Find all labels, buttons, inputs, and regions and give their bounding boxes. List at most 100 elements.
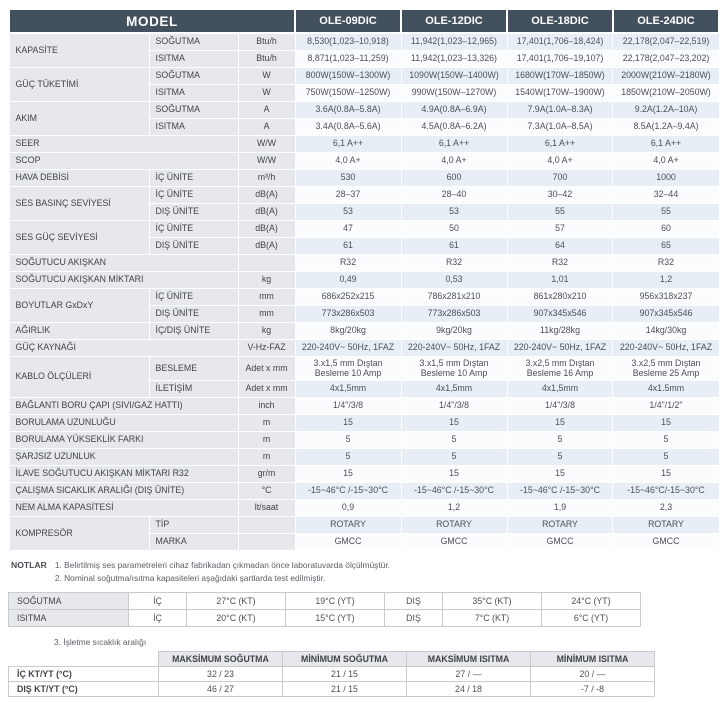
spec-value: 15 (506, 413, 614, 432)
condition-mode-label: ISITMA (8, 608, 129, 627)
condition-outdoor-dry-bulb: 7°C (KT) (442, 608, 542, 627)
spec-value: 1,2 (612, 270, 720, 289)
spec-subcategory-label: İÇ ÜNİTE (148, 185, 239, 204)
spec-value: 28–37 (294, 185, 402, 204)
notes-title: NOTLAR (11, 559, 47, 570)
spec-unit: A (237, 100, 296, 119)
spec-value: 1090W(150W–1400W) (400, 66, 508, 85)
condition-indoor-wet-bulb: 15°C (YT) (285, 608, 385, 627)
spec-value: 6,1 A++ (506, 134, 614, 153)
spec-header-row: MODEL OLE-09DIC OLE-12DIC OLE-18DIC OLE-24D… (7, 8, 721, 34)
note-item-1: 1. Belirtilmiş ses parametreleri cihaz f… (54, 559, 390, 570)
cond-table-body: SOĞUTMA İÇ 27°C (KT) 19°C (YT) DIŞ 35°C (KT) 2… (8, 591, 641, 627)
spec-value: -15~46°C /-15~30°C (400, 481, 508, 500)
spec-value: 15 (612, 413, 720, 432)
spec-category-label: SES GÜÇ SEVİYESİ (8, 219, 150, 255)
spec-value: GMCC (612, 532, 720, 551)
spec-row: KOMPRESÖR TİP ROTARY ROTARY ROTARY ROTARY (8, 515, 720, 551)
spec-value: 55 (612, 202, 720, 221)
spec-value: GMCC (400, 532, 508, 551)
spec-row: GÜÇ TÜKETİMİ SOĞUTMA W 800W(150W–1300W) 1090… (8, 66, 720, 102)
spec-subcategory-label: SOĞUTMA (148, 32, 239, 51)
notes-items: 1. Belirtilmiş ses parametreleri cihaz f… (55, 560, 390, 583)
spec-row: BORULAMA YÜKSEKLİK FARKI m 5 5 5 5 (8, 430, 720, 449)
spec-row: ISITMA W 750W(150W–1250W) 990W(150W–1270W) 1… (9, 83, 720, 102)
spec-value: 15 (612, 464, 720, 483)
condition-indoor-label: İÇ (128, 608, 187, 627)
operating-range-value: 24 / 18 (406, 680, 531, 697)
spec-value: 0,49 (294, 270, 402, 289)
spec-value: 14kg/30kg (612, 321, 720, 340)
spec-category-label: ŞARJSIZ UZUNLUK (8, 447, 239, 466)
spec-category-label: KOMPRESÖR (8, 515, 150, 551)
spec-value: 8,871(1,023–11,259) (294, 49, 402, 68)
spec-value: GMCC (294, 532, 402, 551)
spec-category-label: SEER (8, 134, 239, 153)
spec-row: SOĞUTUCU AKIŞKAN R32 R32 R32 R32 (8, 253, 720, 272)
spec-subcategory-label: ISITMA (148, 49, 239, 68)
spec-unit: mm (237, 287, 296, 306)
op-corner-blank-cell (9, 651, 159, 666)
spec-value: ROTARY (506, 515, 614, 534)
spec-unit: W (237, 66, 296, 85)
spec-unit: W/W (237, 151, 296, 170)
spec-unit: gr/m (237, 464, 296, 483)
spec-value: 530 (294, 168, 402, 187)
condition-outdoor-label: DIŞ (384, 608, 443, 627)
spec-value: ROTARY (294, 515, 402, 534)
spec-value: 4,0 A+ (294, 151, 402, 170)
spec-value: 9kg/20kg (400, 321, 508, 340)
spec-value: 22,178(2,047–23,202) (612, 49, 720, 68)
spec-value: 11kg/28kg (506, 321, 614, 340)
spec-subcategory-label: DIŞ ÜNİTE (148, 202, 239, 221)
spec-row: SEER W/W 6,1 A++ 6,1 A++ 6,1 A++ 6,1 A++ (8, 134, 720, 153)
spec-value: 22,178(2,047–22,519) (612, 32, 720, 51)
spec-value: 220-240V~ 50Hz, 1FAZ (400, 338, 508, 357)
spec-category-label: BORULAMA YÜKSEKLİK FARKI (8, 430, 239, 449)
spec-value: 3.x1,5 mm Dıştan Besleme 10 Amp (294, 355, 402, 381)
spec-unit: W (237, 83, 296, 102)
spec-value: 220-240V~ 50Hz, 1FAZ (294, 338, 402, 357)
operating-range-value: 21 / 15 (282, 680, 407, 697)
spec-unit: °C (237, 481, 296, 500)
condition-indoor-label: İÇ (128, 591, 187, 610)
spec-unit: inch (237, 396, 296, 415)
spec-value: 600 (400, 168, 508, 187)
spec-subcategory-label: DIŞ ÜNİTE (148, 304, 239, 323)
spec-row: BAĞLANTI BORU ÇAPI (SIVI/GAZ HATTI) inch 1… (8, 396, 720, 415)
spec-unit: dB(A) (237, 185, 296, 204)
op-table-body: İÇ KT/YT (°C) 32 / 23 21 / 15 27 / —20 / — D… (8, 665, 655, 697)
spec-value: R32 (400, 253, 508, 272)
spec-subcategory-label: SOĞUTMA (148, 66, 239, 85)
spec-value: GMCC (506, 532, 614, 551)
spec-row: AKIM SOĞUTMA A 3.6A(0.8A–5.8A) 4.9A(0.8A–6.9… (8, 100, 720, 136)
spec-row: AĞIRLIK İÇ/DIŞ ÜNİTE kg 8kg/20kg 9kg/20kg 11k… (8, 321, 720, 340)
operating-range-row-label: İÇ KT/YT (°C) (8, 665, 159, 682)
condition-outdoor-wet-bulb: 24°C (YT) (541, 591, 641, 610)
spec-category-label: BOYUTLAR GxDxY (8, 287, 150, 323)
spec-value: 990W(150W–1270W) (400, 83, 508, 102)
spec-value: 5 (294, 430, 402, 449)
spec-value: 3.4A(0.8A–5.6A) (294, 117, 402, 136)
spec-value: 4x1,5mm (294, 379, 402, 398)
spec-value: 15 (294, 413, 402, 432)
spec-subcategory-label: DIŞ ÜNİTE (148, 236, 239, 255)
test-conditions-table: SOĞUTMA İÇ 27°C (KT) 19°C (YT) DIŞ 35°C (KT) 2… (8, 591, 641, 627)
spec-category-label: AĞIRLIK (8, 321, 150, 340)
operating-range-row-label: DIŞ KT/YT (°C) (8, 680, 159, 697)
spec-value: 1/4"/1/2" (612, 396, 720, 415)
spec-value: 700 (506, 168, 614, 187)
spec-value: -15~46°C/-15~30°C (612, 481, 720, 500)
spec-category-label: KAPASİTE (8, 32, 150, 68)
spec-value: 28–40 (400, 185, 508, 204)
spec-subcategory-label: İÇ ÜNİTE (148, 219, 239, 238)
spec-row: KAPASİTE SOĞUTMA Btu/h 8,530(1,023–10,918) 1… (8, 32, 720, 68)
spec-subcategory-label: İÇ ÜNİTE (148, 287, 239, 306)
spec-unit: V-Hz-FAZ (237, 338, 296, 357)
spec-value: 786x281x210 (400, 287, 508, 306)
spec-category-label: SCOP (8, 151, 239, 170)
spec-row: ŞARJSIZ UZUNLUK m 5 5 5 5 (8, 447, 720, 466)
note-item-3: 3. İşletme sıcaklık aralığı (54, 636, 147, 647)
spec-value: 3.6A(0.8A–5.8A) (294, 100, 402, 119)
spec-subcategory-label: TİP (148, 515, 239, 534)
